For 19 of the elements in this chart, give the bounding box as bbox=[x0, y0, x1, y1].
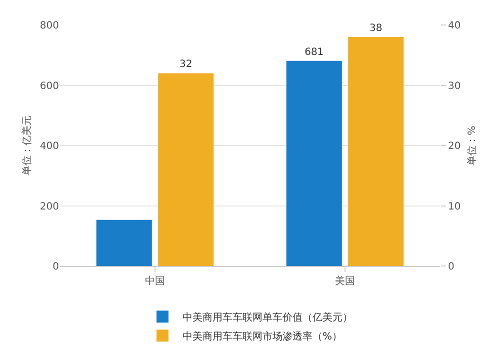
y-axis-title: 单位：亿美元 bbox=[21, 116, 33, 176]
y-tick-label: 0 bbox=[52, 262, 59, 272]
y-tick-label: 800 bbox=[40, 20, 59, 32]
data-label: 32 bbox=[180, 59, 192, 70]
y2-tick-label: 0 bbox=[448, 262, 454, 272]
y2-tick-label: 20 bbox=[448, 141, 461, 152]
y2-axis-title: 单位：% bbox=[466, 126, 478, 166]
y-tick-label: 200 bbox=[40, 201, 59, 212]
y2-tick-label: 40 bbox=[448, 20, 461, 32]
data-label: 681 bbox=[304, 46, 324, 58]
y2-tick-label: 10 bbox=[448, 201, 461, 212]
y2-tick-label: 30 bbox=[448, 80, 461, 92]
legend-label: 中美商用车车联网市场渗透率（%） bbox=[182, 330, 342, 343]
data-label: 38 bbox=[370, 23, 382, 34]
x-tick-label: 中国 bbox=[145, 275, 165, 287]
x-tick-label: 美国 bbox=[335, 275, 355, 287]
y-tick-label: 600 bbox=[40, 80, 59, 92]
legend-label: 中美商用车车联网单车价值（亿美元） bbox=[182, 312, 352, 324]
y-tick-label: 400 bbox=[40, 141, 59, 152]
